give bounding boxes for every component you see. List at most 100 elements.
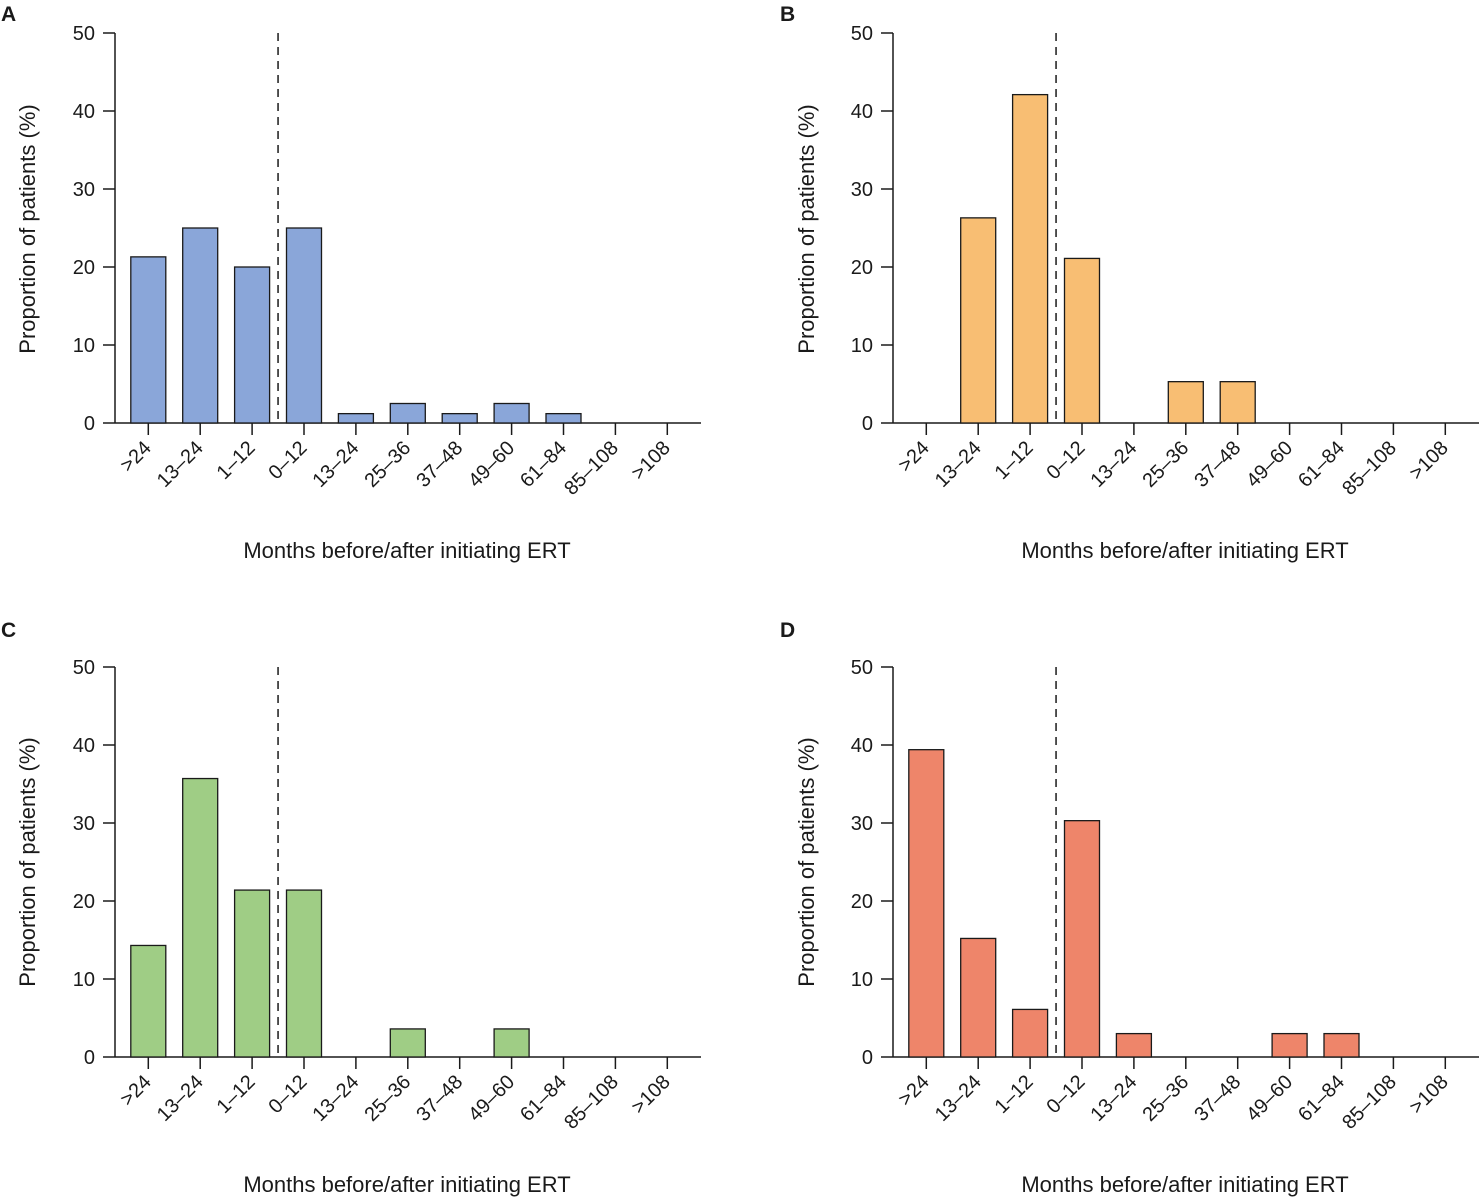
y-tick-label: 40	[73, 735, 95, 757]
x-tick-label: >108	[627, 437, 674, 484]
bar	[285, 227, 323, 424]
x-tick-label: 49–60	[1242, 437, 1297, 492]
x-tick-label: 13–24	[1087, 437, 1142, 492]
y-tick-label: 30	[73, 813, 95, 835]
y-tick-label: 40	[851, 735, 873, 757]
x-tick-label: 13–24	[931, 437, 986, 492]
x-axis-title: Months before/after initiating ERT	[243, 538, 570, 563]
bar	[1063, 820, 1101, 1058]
x-tick-label: >24	[116, 1071, 156, 1111]
bar	[389, 402, 426, 424]
y-tick-label: 10	[851, 969, 873, 991]
panel-letter: C	[1, 619, 16, 642]
x-tick-label: 13–24	[153, 1071, 208, 1126]
y-axis-title: Proportion of patients (%)	[15, 737, 40, 986]
x-tick-label: 37–48	[1190, 1071, 1245, 1126]
bar	[337, 412, 375, 424]
bar	[182, 777, 219, 1058]
x-tick-label: 49–60	[464, 1071, 519, 1126]
y-tick-label: 0	[84, 413, 95, 435]
panel-letter: A	[1, 3, 16, 26]
x-tick-label: 0–12	[265, 1071, 312, 1118]
y-tick-label: 30	[851, 813, 873, 835]
x-tick-label: 13–24	[153, 437, 208, 492]
x-tick-label: >24	[894, 437, 934, 477]
y-tick-label: 40	[851, 101, 873, 123]
bar	[130, 944, 167, 1058]
y-axis-title: Proportion of patients (%)	[15, 104, 40, 353]
x-tick-label: 1–12	[213, 437, 260, 484]
x-tick-label: 13–24	[931, 1071, 986, 1126]
x-tick-label: 49–60	[1242, 1071, 1297, 1126]
x-tick-label: 0–12	[1043, 1071, 1090, 1118]
x-tick-label: 1–12	[991, 1071, 1038, 1118]
y-tick-label: 50	[73, 23, 95, 45]
x-tick-label: 0–12	[1043, 437, 1090, 484]
y-tick-label: 0	[862, 1047, 873, 1069]
y-tick-label: 30	[851, 179, 873, 201]
x-tick-label: 85–108	[1338, 1071, 1401, 1134]
bar	[389, 1028, 426, 1058]
y-tick-label: 50	[851, 657, 873, 679]
y-tick-label: 0	[84, 1047, 95, 1069]
y-tick-label: 50	[73, 657, 95, 679]
bar	[233, 889, 271, 1058]
x-axis-title: Months before/after initiating ERT	[243, 1172, 570, 1197]
bar	[545, 412, 582, 424]
x-tick-label: 85–108	[560, 437, 623, 500]
y-tick-label: 20	[73, 891, 95, 913]
y-tick-label: 20	[851, 257, 873, 279]
x-tick-label: >108	[1405, 1071, 1452, 1118]
y-tick-label: 50	[851, 23, 873, 45]
y-tick-label: 40	[73, 101, 95, 123]
x-axis-title: Months before/after initiating ERT	[1021, 538, 1348, 563]
bar	[1271, 1032, 1308, 1058]
bar	[1063, 257, 1101, 424]
bar	[285, 889, 323, 1058]
x-tick-label: 37–48	[412, 437, 467, 492]
x-axis-title: Months before/after initiating ERT	[1021, 1172, 1348, 1197]
y-tick-label: 0	[862, 413, 873, 435]
bar	[960, 937, 997, 1058]
bar	[1219, 381, 1256, 424]
x-tick-label: 85–108	[560, 1071, 623, 1134]
y-tick-label: 10	[73, 969, 95, 991]
y-axis-title: Proportion of patients (%)	[794, 104, 819, 353]
x-tick-label: 1–12	[213, 1071, 260, 1118]
bar	[233, 266, 271, 424]
x-tick-label: 85–108	[1338, 437, 1401, 500]
x-tick-label: 49–60	[464, 437, 519, 492]
bar	[1011, 93, 1049, 424]
x-tick-label: 13–24	[309, 1071, 364, 1126]
bar	[908, 749, 945, 1058]
x-tick-label: >24	[894, 1071, 934, 1111]
panel-letter: D	[780, 619, 795, 642]
x-tick-label: 37–48	[1190, 437, 1245, 492]
bar	[130, 256, 167, 424]
y-tick-label: 10	[851, 335, 873, 357]
x-tick-label: >24	[116, 437, 156, 477]
bar	[1011, 1008, 1049, 1058]
y-tick-label: 30	[73, 179, 95, 201]
y-axis-title: Proportion of patients (%)	[794, 737, 819, 986]
x-tick-label: 25–36	[1138, 437, 1193, 492]
x-tick-label: 1–12	[991, 437, 1038, 484]
x-tick-label: 0–12	[265, 437, 312, 484]
x-tick-label: 37–48	[412, 1071, 467, 1126]
bar	[1323, 1032, 1360, 1058]
bar	[493, 402, 530, 424]
x-tick-label: 25–36	[360, 437, 415, 492]
y-tick-label: 10	[73, 335, 95, 357]
x-tick-label: 25–36	[1138, 1071, 1193, 1126]
x-tick-label: 13–24	[309, 437, 364, 492]
bar	[182, 227, 219, 424]
x-tick-label: >108	[1405, 437, 1452, 484]
y-tick-label: 20	[73, 257, 95, 279]
bar	[1167, 381, 1204, 424]
x-tick-label: 13–24	[1087, 1071, 1142, 1126]
